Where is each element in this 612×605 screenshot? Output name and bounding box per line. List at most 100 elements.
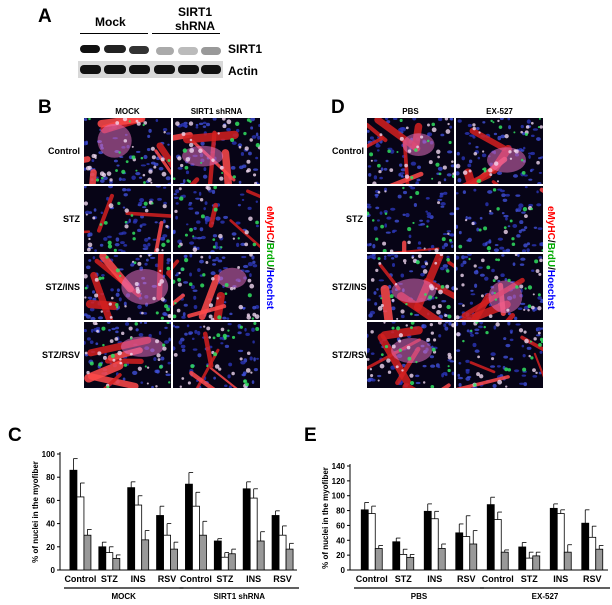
col-label-0: MOCK xyxy=(115,107,140,116)
micrograph-image xyxy=(173,186,260,252)
row-label-1: STZ xyxy=(346,214,363,224)
bar xyxy=(185,483,193,571)
mock-label: Mock xyxy=(95,15,126,29)
micrograph-image xyxy=(456,186,543,252)
micrograph-image xyxy=(84,322,171,388)
row-label-3: STZ/RSV xyxy=(332,350,371,360)
bar xyxy=(563,551,572,571)
y-tick-label: 120 xyxy=(332,477,346,486)
y-tick-label: 20 xyxy=(336,551,345,560)
category-label: INS xyxy=(427,574,442,584)
stain-legend: eMyHC/BrdU/Hoechst xyxy=(545,206,556,310)
panel-e-letter: E xyxy=(304,425,317,446)
category-label: Control xyxy=(356,574,388,584)
bar xyxy=(367,513,376,571)
bar xyxy=(134,504,143,571)
micrograph-image xyxy=(367,118,454,184)
y-tick-label: 0 xyxy=(341,566,346,575)
bar xyxy=(437,548,446,571)
bar xyxy=(549,507,558,571)
category-label: STZ xyxy=(101,574,119,584)
category-label: Control xyxy=(180,574,212,584)
row-label-2: STZ/INS xyxy=(332,282,367,292)
shrna-label-line1: SIRT1 xyxy=(177,5,212,19)
bar xyxy=(518,546,527,571)
bar xyxy=(392,541,401,571)
bar xyxy=(105,552,114,571)
bar xyxy=(525,557,534,571)
micrograph-image xyxy=(173,254,260,320)
panel-c-letter: C xyxy=(8,425,22,446)
bar xyxy=(285,548,294,571)
stain-legend: eMyHC/BrdU/Hoechst xyxy=(264,206,275,310)
bar xyxy=(374,548,383,571)
bar xyxy=(112,558,121,571)
sirt1-blot xyxy=(78,38,223,58)
bar xyxy=(406,556,415,571)
bar xyxy=(556,513,565,571)
micrograph-image xyxy=(456,322,543,388)
bar xyxy=(493,519,502,571)
category-label: RSV xyxy=(273,574,292,584)
panel-a-letter: A xyxy=(38,6,52,27)
bar xyxy=(69,469,78,571)
micrograph-image xyxy=(84,254,171,320)
bar xyxy=(500,551,509,571)
micrograph-image xyxy=(173,322,260,388)
shrna-label: SIRT1 shRNA xyxy=(175,5,215,33)
bar xyxy=(227,553,236,571)
mock-bracket-line xyxy=(80,33,148,34)
bar xyxy=(462,536,471,571)
bar xyxy=(581,522,590,571)
category-label: Control xyxy=(64,574,96,584)
y-tick-label: 100 xyxy=(42,450,56,459)
group-label: EX-527 xyxy=(532,592,559,601)
group-label: MOCK xyxy=(112,592,137,601)
col-label-0: PBS xyxy=(402,107,419,116)
bar xyxy=(469,543,478,571)
bar xyxy=(249,497,258,571)
bar xyxy=(141,539,150,571)
bar xyxy=(278,534,287,571)
bar xyxy=(588,536,597,571)
category-label: STZ xyxy=(395,574,413,584)
bar xyxy=(170,548,178,571)
shrna-bracket-line xyxy=(152,33,220,34)
micrograph-image xyxy=(84,118,171,184)
bar xyxy=(486,504,495,571)
bar xyxy=(156,515,164,571)
micrograph-image xyxy=(84,186,171,252)
bar xyxy=(430,518,439,571)
bar xyxy=(423,510,432,571)
category-label: RSV xyxy=(457,574,476,584)
y-tick-label: 100 xyxy=(332,492,346,501)
y-axis-label: % of nuclei in the myofiber xyxy=(31,461,40,563)
category-label: INS xyxy=(246,574,261,584)
bar xyxy=(220,556,229,571)
y-tick-label: 80 xyxy=(336,507,345,516)
micrograph-image xyxy=(367,254,454,320)
bar xyxy=(213,540,222,571)
y-tick-label: 80 xyxy=(46,473,55,482)
bar xyxy=(595,548,604,571)
micrograph-image xyxy=(367,322,454,388)
bar xyxy=(199,534,207,571)
bar xyxy=(242,488,251,571)
bar xyxy=(256,540,265,571)
category-label: Control xyxy=(482,574,514,584)
bar xyxy=(76,496,85,571)
panel-d-letter: D xyxy=(331,97,345,118)
y-axis-label: % of nuclei in the myofiber xyxy=(321,467,330,569)
bar xyxy=(83,534,92,571)
y-tick-label: 60 xyxy=(46,496,55,505)
micrograph-image xyxy=(456,118,543,184)
group-label: SIRT1 shRNA xyxy=(213,592,265,601)
shrna-label-line2: shRNA xyxy=(175,19,216,33)
micrograph-image xyxy=(367,186,454,252)
actin-row-label: Actin xyxy=(228,64,258,78)
group-label: PBS xyxy=(411,592,428,601)
category-label: STZ xyxy=(216,574,234,584)
row-label-0: Control xyxy=(48,146,80,156)
category-label: RSV xyxy=(158,574,177,584)
bar xyxy=(532,555,541,571)
